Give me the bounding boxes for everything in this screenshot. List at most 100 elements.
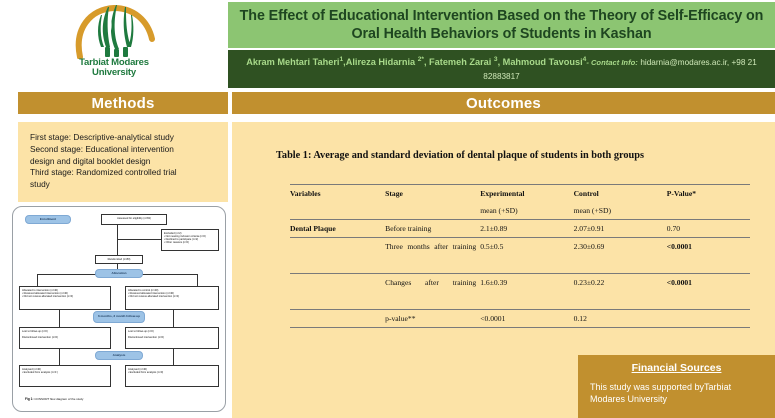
flow-box-followup-intervention: Lost to follow-up (n=0) Discontinued int… (19, 327, 111, 349)
cell-stage: p-value** (385, 309, 481, 328)
cell-variable (290, 273, 386, 291)
cell-variable (290, 237, 386, 255)
cell-control: 2.07±0.91 (573, 224, 605, 233)
flow-stage-allocation: Allocation (95, 269, 143, 278)
flow-connector (173, 310, 174, 327)
contact-label: - Contact Info: (586, 58, 638, 68)
author-1-sup: 1 (339, 56, 344, 64)
flow-connector (59, 310, 60, 327)
methods-line-3: design and digital booklet design (30, 155, 151, 166)
cell-pvalue: <0.0001 (666, 273, 750, 291)
tarbiat-modares-university-logo-icon (68, 3, 164, 59)
flow-connector (173, 349, 174, 365)
section-header-methods: Methods (18, 92, 228, 114)
cell-variable (290, 309, 386, 328)
flow-connector (197, 274, 198, 286)
cell-experimental: 0.5±0.5 (480, 237, 574, 255)
table-header-row: Variables Stage Experimental Control P-V… (290, 184, 750, 202)
cell-stage: Before training (385, 224, 432, 233)
flow-box-allocated-control: Allocated to control (n=40) • Received a… (125, 286, 219, 310)
cell-pvalue (666, 309, 750, 328)
page-title: The Effect of Educational Intervention B… (239, 7, 764, 42)
cell-control: 0.23±0.22 (573, 273, 667, 291)
university-logo-block: Tarbiat Modares University (0, 0, 228, 90)
author-4: , Mahmoud Tavousi (497, 57, 583, 68)
flow-box-allocated-intervention: Allocated to intervention (n=40) • Recei… (19, 286, 111, 310)
flow-caption-label: Fig 1: (25, 397, 34, 401)
financial-sources-body: This study was supported byTarbiat Modar… (590, 382, 732, 405)
authors-band: Akram Mehtari Taheri1,Alireza Hidarnia 2… (228, 50, 775, 88)
subheader-spacer-1 (290, 202, 386, 220)
methods-line-1: First stage: Descriptive-analytical stud… (30, 132, 174, 142)
methods-panel: First stage: Descriptive-analytical stud… (18, 122, 228, 202)
logo-line-2: University (92, 66, 136, 78)
flow-box-randomized: Randomized (n=80) (95, 255, 143, 264)
flow-stage-analysis: Analysis (95, 351, 143, 360)
section-header-outcomes: Outcomes (232, 92, 775, 114)
cell-stage: Changes after training (385, 273, 481, 291)
consort-flow-diagram: Enrollment Assessed for eligibility (n=8… (12, 206, 226, 412)
subheader-spacer-3 (666, 202, 750, 220)
flow-box-followup-control: Lost to follow-up (n=0) Discontinued int… (125, 327, 219, 349)
column-header-variables: Variables (290, 184, 386, 202)
table-row: Three months after training 0.5±0.5 2.30… (290, 237, 750, 255)
cell-control: 2.30±0.69 (573, 237, 667, 255)
flow-connector (117, 239, 161, 240)
cell-variable: Dental Plaque (290, 224, 336, 233)
flow-diagram-caption: Fig 1: CONSORT flow diagram of the study (25, 397, 215, 401)
cell-control: 0.12 (573, 309, 667, 328)
column-header-experimental: Experimental (480, 184, 574, 202)
author-2-sup: 2* (417, 56, 424, 64)
poster-header: Tarbiat Modares University The Effect of… (0, 0, 775, 90)
methods-line-5: study (30, 179, 50, 190)
cell-experimental: 1.6±0.39 (480, 273, 574, 291)
financial-sources-title: Financial Sources (631, 362, 722, 374)
flow-stage-followup: 6 months, 3 month follow-up (93, 311, 145, 323)
financial-sources-box: Financial Sources This study was support… (578, 355, 775, 418)
logo-line-1: Tarbiat Modares (79, 57, 149, 68)
poster-title-band: The Effect of Educational Intervention B… (228, 2, 775, 48)
methods-line-2: Second stage: Educational intervention (30, 143, 174, 154)
outcomes-heading-label: Outcomes (466, 94, 541, 112)
flow-box-analysed-intervention: Analysed (n=40) • Excluded from analysis… (19, 365, 111, 387)
column-header-stage: Stage (385, 184, 481, 202)
cell-stage: Three months after training (385, 237, 481, 255)
university-name: Tarbiat Modares University (54, 58, 174, 78)
spacer-cell (290, 255, 750, 274)
author-4-sup: 4 (582, 56, 587, 64)
flow-connector (37, 274, 38, 286)
cell-pvalue: 0.70 (666, 224, 681, 233)
column-header-pvalue: P-Value* (666, 184, 750, 202)
column-header-control: Control (573, 184, 667, 202)
cell-experimental: 2.1±0.89 (480, 224, 508, 233)
author-1: Akram Mehtari Taheri (246, 57, 340, 68)
table-row: Dental Plaque Before training 2.1±0.89 2… (290, 220, 750, 238)
authors-line: Akram Mehtari Taheri1,Alireza Hidarnia 2… (228, 55, 775, 83)
subheader-experimental-mean: mean (+SD) (480, 202, 574, 220)
flow-box-analysed-control: Analysed (n=40) • Excluded from analysis… (125, 365, 219, 387)
table-spacer-row (290, 255, 750, 274)
cell-pvalue: <0.0001 (666, 237, 750, 255)
flow-connector (59, 349, 60, 365)
subheader-control-mean: mean (+SD) (573, 202, 667, 220)
spacer-cell (290, 291, 750, 310)
table-row: Changes after training 1.6±0.39 0.23±0.2… (290, 273, 750, 291)
flow-connector (117, 225, 118, 255)
methods-line-4: Third stage: Randomized controlled trial (30, 167, 177, 178)
outcomes-panel: Table 1: Average and standard deviation … (232, 122, 775, 418)
methods-heading-label: Methods (91, 94, 155, 112)
methods-text: First stage: Descriptive-analytical stud… (18, 122, 228, 191)
flow-box-assessed-for-eligibility: Assessed for eligibility (n=82) (101, 214, 167, 225)
flow-caption-text: CONSORT flow diagram of the study (33, 397, 84, 401)
table-subheader-row: mean (+SD) mean (+SD) (290, 202, 750, 220)
author-3-sup: 3 (493, 56, 498, 64)
table-title: Table 1: Average and standard deviation … (276, 150, 644, 161)
table-row: p-value** <0.0001 0.12 (290, 309, 750, 328)
flow-box-excluded: Excluded (n=2) • Not meeting inclusion c… (161, 229, 219, 251)
author-2: ,Alireza Hidarnia (343, 57, 418, 68)
author-3: , Fatemeh Zarai (423, 57, 494, 68)
dental-plaque-table: Variables Stage Experimental Control P-V… (290, 184, 750, 328)
contact-value: hidarnia@modares.ac.ir, +98 21 82883817 (483, 58, 757, 81)
table-spacer-row (290, 291, 750, 310)
